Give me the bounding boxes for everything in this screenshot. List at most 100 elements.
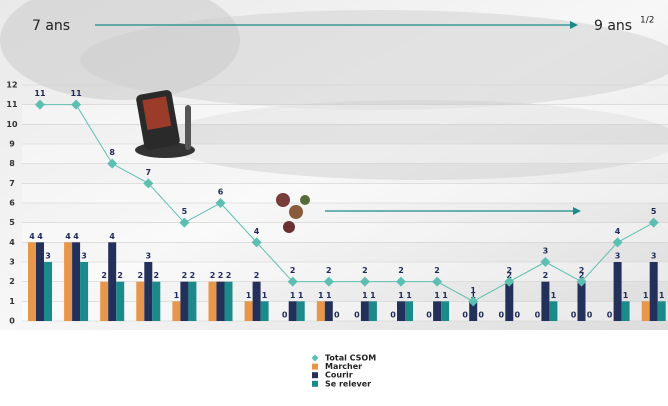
legend-marker	[312, 363, 318, 370]
bar	[324, 301, 333, 321]
bar	[244, 301, 253, 321]
data-label: 1	[442, 291, 448, 300]
bar	[613, 262, 622, 321]
data-label: 1	[470, 286, 476, 295]
grid-band	[22, 222, 668, 243]
data-label: 2	[579, 266, 585, 275]
data-label: 0	[499, 311, 505, 320]
arrow-head	[570, 21, 578, 29]
line-marker	[215, 198, 226, 208]
grid-band	[22, 104, 668, 125]
line-marker	[143, 178, 154, 189]
legend-label: Total CSOM	[325, 354, 376, 363]
legend-label: Courir	[325, 371, 353, 380]
line-marker	[432, 276, 443, 287]
legend-marker	[311, 354, 319, 362]
data-label: 5	[651, 207, 657, 216]
data-label: 0	[587, 311, 593, 320]
bar	[28, 242, 36, 321]
data-label: 2	[138, 271, 144, 280]
data-label: 3	[146, 252, 152, 261]
start-label: 7 ans	[32, 18, 70, 34]
y-tick-label: 12	[6, 81, 17, 90]
data-label: 2	[398, 266, 404, 275]
data-label: 1	[370, 291, 376, 300]
legend-marker	[312, 372, 318, 379]
y-tick-label: 0	[9, 317, 15, 326]
data-label: 0	[354, 311, 360, 320]
line-marker	[576, 276, 587, 287]
bar	[441, 301, 450, 321]
data-label: 2	[182, 271, 188, 280]
bar	[541, 281, 550, 321]
data-label: 1	[290, 291, 296, 300]
bar	[360, 301, 369, 321]
line-marker	[648, 217, 659, 228]
y-tick-label: 9	[9, 140, 15, 149]
bar	[641, 301, 650, 321]
line-marker	[251, 237, 262, 248]
data-label: 1	[262, 291, 268, 300]
data-label: 1	[246, 291, 252, 300]
data-label: 1	[551, 291, 557, 300]
device-image	[135, 90, 195, 158]
data-label: 2	[254, 271, 260, 280]
data-label: 1	[398, 291, 404, 300]
data-label: 0	[571, 311, 577, 320]
data-label: 2	[507, 266, 513, 275]
y-tick-label: 1	[9, 297, 15, 306]
data-label: 0	[462, 311, 468, 320]
data-label: 1	[326, 291, 332, 300]
line-marker	[71, 99, 82, 110]
legend-label: Marcher	[325, 362, 362, 371]
data-label: 0	[607, 311, 613, 320]
bar	[296, 301, 305, 321]
bar	[469, 301, 478, 321]
data-label: 4	[615, 227, 621, 236]
data-label: 2	[326, 266, 332, 275]
data-label: 2	[543, 271, 549, 280]
bar	[44, 262, 52, 321]
line-marker	[287, 276, 298, 287]
data-label: 4	[65, 232, 71, 241]
data-label: 4	[254, 227, 260, 236]
y-tick-label: 2	[9, 277, 15, 286]
data-label: 1	[659, 291, 665, 300]
data-label: 1	[434, 291, 440, 300]
y-tick-label: 11	[6, 100, 18, 109]
data-label: 2	[362, 266, 368, 275]
data-label: 1	[470, 291, 476, 300]
data-label: 1	[643, 291, 649, 300]
bar	[549, 301, 558, 321]
data-label: 1	[318, 291, 324, 300]
line-marker	[540, 257, 551, 267]
data-label: 2	[190, 271, 196, 280]
data-label: 3	[651, 252, 657, 261]
bar	[108, 242, 117, 321]
grid-band	[22, 183, 668, 203]
grid-band	[22, 144, 668, 164]
data-label: 0	[535, 311, 541, 320]
data-label: 4	[37, 232, 43, 241]
bar	[152, 281, 161, 321]
data-label: 3	[45, 252, 51, 261]
bar	[64, 242, 73, 321]
y-tick-label: 3	[9, 258, 15, 267]
bar	[224, 281, 233, 321]
end-label-sup: 1/2	[640, 16, 654, 26]
data-label: 2	[101, 271, 107, 280]
end-label: 9 ans	[594, 18, 632, 34]
bar	[621, 301, 630, 321]
bar	[100, 281, 109, 321]
line	[40, 104, 654, 302]
line-marker	[468, 296, 479, 307]
data-label: 1	[406, 291, 412, 300]
data-label: 2	[117, 271, 123, 280]
data-label: 0	[390, 311, 396, 320]
data-label: 7	[146, 168, 152, 177]
bar	[649, 262, 658, 321]
bar	[368, 301, 377, 321]
data-label: 1	[174, 291, 180, 300]
